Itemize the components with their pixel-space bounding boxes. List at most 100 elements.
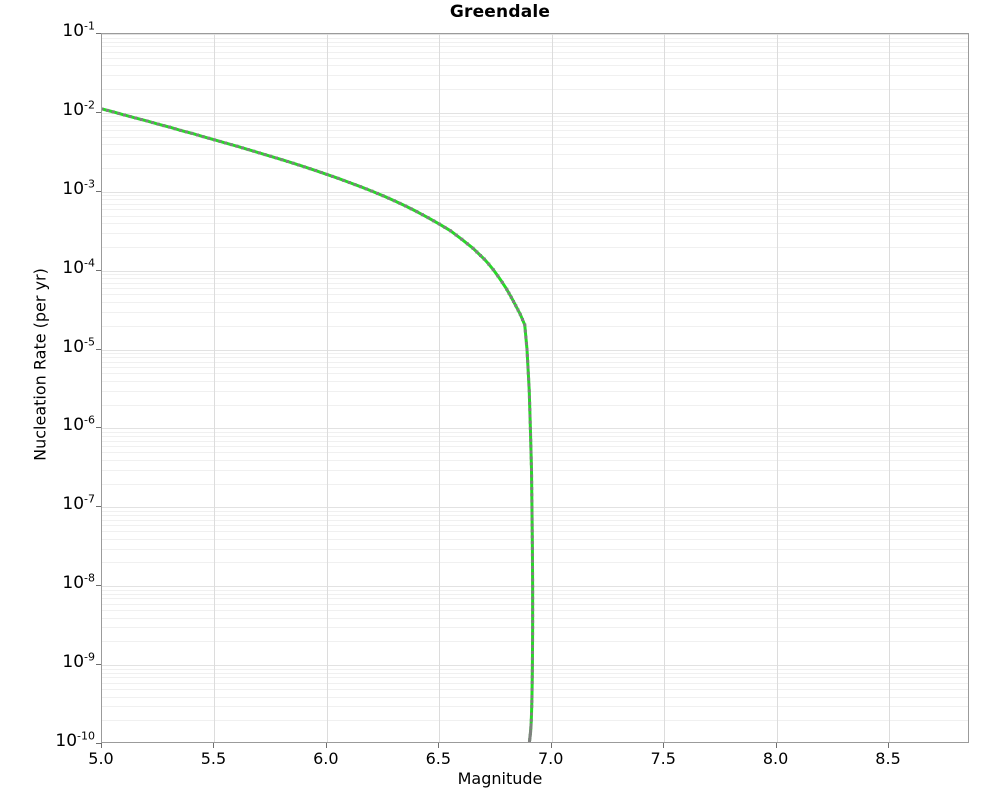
gridline-minor-y — [102, 688, 968, 690]
series-marker — [530, 675, 534, 679]
series-marker — [530, 541, 534, 545]
series-marker — [415, 210, 419, 214]
series-marker — [496, 274, 500, 278]
y-tick-mark — [96, 348, 101, 350]
series-marker — [530, 699, 534, 703]
series-marker — [241, 146, 245, 150]
series-marker — [280, 158, 284, 162]
series-marker — [526, 365, 530, 369]
series-marker — [524, 341, 528, 345]
series-marker — [530, 529, 534, 533]
series-marker — [530, 547, 534, 551]
series-marker — [297, 163, 301, 167]
series-marker — [509, 295, 513, 299]
gridline-minor-y — [102, 288, 968, 290]
series-marker — [134, 116, 138, 120]
series-marker — [525, 353, 529, 357]
series-marker — [527, 389, 531, 393]
series-marker — [530, 505, 534, 509]
series-marker — [528, 738, 532, 742]
series-marker — [530, 695, 534, 698]
series-marker — [531, 644, 535, 648]
series-marker — [420, 213, 424, 217]
gridline-minor-y — [102, 598, 968, 600]
gridline-minor-y — [102, 168, 968, 170]
series-marker — [364, 187, 368, 191]
gridline-minor-y — [102, 589, 968, 591]
series-marker — [530, 688, 534, 692]
series-marker — [516, 308, 520, 312]
x-tick-label: 5.0 — [88, 749, 114, 768]
series-marker — [507, 291, 511, 295]
gridline-minor-y — [102, 445, 968, 447]
series-marker — [531, 590, 535, 594]
gridline-major-y — [102, 34, 968, 35]
gridline-minor-y — [102, 302, 968, 304]
y-tick-label: 10-5 — [62, 334, 95, 357]
series-marker — [530, 651, 534, 655]
series-marker — [145, 119, 149, 123]
gridline-minor-y — [102, 37, 968, 39]
series-marker — [530, 559, 534, 563]
x-tick-label: 8.5 — [875, 749, 901, 768]
x-tick-mark — [775, 743, 777, 748]
series-marker — [531, 565, 535, 569]
series-marker — [353, 183, 357, 187]
y-tick-mark — [96, 506, 101, 508]
series-marker — [500, 280, 504, 284]
series-marker — [527, 395, 531, 399]
series-marker — [528, 414, 532, 418]
series-marker — [512, 299, 516, 303]
series-marker — [528, 736, 532, 740]
gridline-minor-y — [102, 65, 968, 67]
series-marker — [162, 124, 166, 128]
gridline-minor-y — [102, 357, 968, 359]
series-marker — [196, 133, 200, 137]
x-tick-mark — [325, 743, 327, 748]
series-marker — [529, 432, 533, 436]
series-marker — [530, 468, 533, 472]
gridline-major-y — [102, 349, 968, 351]
series-marker — [359, 185, 363, 189]
series-marker — [530, 663, 534, 667]
series-marker — [375, 191, 379, 195]
gridline-minor-y — [102, 195, 968, 197]
series-marker — [207, 136, 211, 140]
series-marker — [212, 138, 216, 142]
series-marker — [530, 499, 534, 503]
series-marker — [531, 578, 535, 582]
series-marker — [347, 181, 351, 185]
series-marker — [482, 257, 486, 261]
gridline-minor-y — [102, 353, 968, 355]
y-tick-mark — [96, 743, 101, 744]
series-marker — [179, 128, 183, 132]
series-marker — [528, 734, 532, 738]
series-marker — [531, 584, 535, 588]
series-marker — [530, 712, 533, 716]
y-tick-mark — [96, 269, 101, 271]
x-axis-label: Magnitude — [457, 769, 543, 788]
gridline-minor-y — [102, 524, 968, 526]
gridline-minor-y — [102, 510, 968, 512]
series-marker — [530, 511, 534, 515]
x-tick-mark — [213, 743, 215, 748]
gridline-major-x — [889, 34, 891, 742]
series-marker — [184, 130, 188, 134]
gridline-major-x — [776, 34, 778, 742]
series-marker — [167, 125, 171, 129]
series-marker — [274, 156, 278, 160]
y-tick-label: 10-7 — [62, 492, 95, 515]
series-marker — [319, 170, 323, 174]
gridline-minor-y — [102, 432, 968, 434]
series-marker — [514, 304, 518, 308]
series-marker — [286, 159, 290, 163]
gridline-minor-y — [102, 274, 968, 276]
series-marker — [308, 167, 312, 171]
series-marker — [330, 174, 334, 178]
gridline-minor-y — [102, 311, 968, 313]
y-tick-mark — [96, 585, 101, 587]
data-series-layer — [102, 107, 535, 742]
series-marker — [530, 704, 534, 708]
series-marker — [314, 169, 318, 173]
